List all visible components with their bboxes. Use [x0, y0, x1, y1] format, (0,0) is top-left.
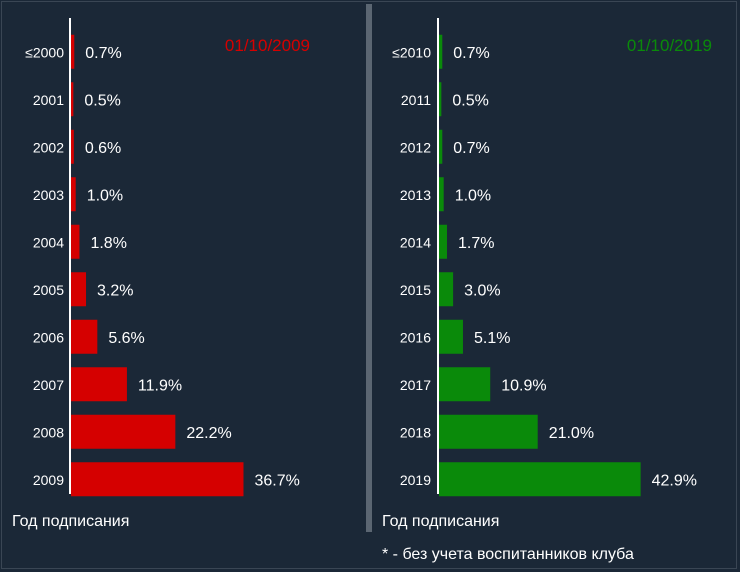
bar	[71, 319, 98, 354]
panel-divider	[366, 4, 372, 532]
category-tick-label: 2008	[33, 424, 64, 440]
bar	[439, 177, 444, 212]
chart-title: 01/10/2009	[225, 36, 310, 55]
data-label: 22.2%	[186, 425, 231, 442]
category-tick-label: 2017	[400, 377, 431, 393]
category-tick-label: ≤2010	[392, 44, 431, 60]
data-label: 42.9%	[652, 472, 697, 489]
data-label: 0.5%	[452, 92, 488, 109]
bar	[439, 319, 463, 354]
bar	[71, 462, 244, 497]
bar	[439, 82, 442, 117]
category-tick-label: 2002	[33, 139, 64, 155]
bar	[439, 272, 454, 307]
category-tick-label: 2001	[33, 92, 64, 108]
footnote: * - без учета воспитанников клуба	[382, 546, 634, 563]
category-tick-label: 2012	[400, 139, 431, 155]
bar	[71, 367, 127, 402]
data-label: 0.7%	[85, 45, 121, 62]
category-tick-label: 2013	[400, 187, 431, 203]
category-tick-label: 2006	[33, 329, 64, 345]
data-label: 3.0%	[464, 282, 500, 299]
category-tick-label: 2016	[400, 329, 431, 345]
bar	[71, 82, 74, 117]
category-tick-label: 2004	[33, 234, 64, 250]
data-label: 10.9%	[501, 377, 546, 394]
data-label: 21.0%	[549, 425, 594, 442]
axis-label: Год подписания	[382, 513, 499, 530]
category-tick-label: 2007	[33, 377, 64, 393]
bar	[439, 129, 443, 164]
data-label: 0.7%	[453, 140, 489, 157]
category-tick-label: 2003	[33, 187, 64, 203]
data-label: 0.7%	[453, 45, 489, 62]
bar	[439, 367, 491, 402]
category-tick-label: 2015	[400, 282, 431, 298]
bar	[71, 34, 75, 69]
category-tick-label: 2009	[33, 472, 64, 488]
data-label: 1.0%	[87, 187, 123, 204]
bar	[71, 224, 80, 259]
data-label: 5.1%	[474, 330, 510, 347]
category-tick-label: ≤2000	[25, 44, 64, 60]
data-label: 36.7%	[254, 472, 299, 489]
data-label: 0.6%	[85, 140, 121, 157]
bar	[439, 414, 538, 449]
category-tick-label: 2019	[400, 472, 431, 488]
data-label: 1.0%	[455, 187, 491, 204]
category-tick-label: 2011	[401, 92, 431, 108]
data-label: 11.9%	[138, 377, 182, 394]
data-label: 0.5%	[84, 92, 120, 109]
bar	[439, 34, 443, 69]
category-tick-label: 2014	[400, 234, 431, 250]
bar	[439, 462, 641, 497]
bar	[71, 177, 76, 212]
category-tick-label: 2018	[400, 424, 431, 440]
category-tick-label: 2005	[33, 282, 64, 298]
bar	[439, 224, 447, 259]
data-label: 3.2%	[97, 282, 133, 299]
axis-label: Год подписания	[12, 513, 129, 530]
data-label: 1.7%	[458, 235, 494, 252]
bar	[71, 272, 87, 307]
chart-title: 01/10/2019	[627, 36, 712, 55]
data-label: 5.6%	[108, 330, 144, 347]
bar	[71, 129, 74, 164]
data-label: 1.8%	[90, 235, 126, 252]
bar	[71, 414, 176, 449]
